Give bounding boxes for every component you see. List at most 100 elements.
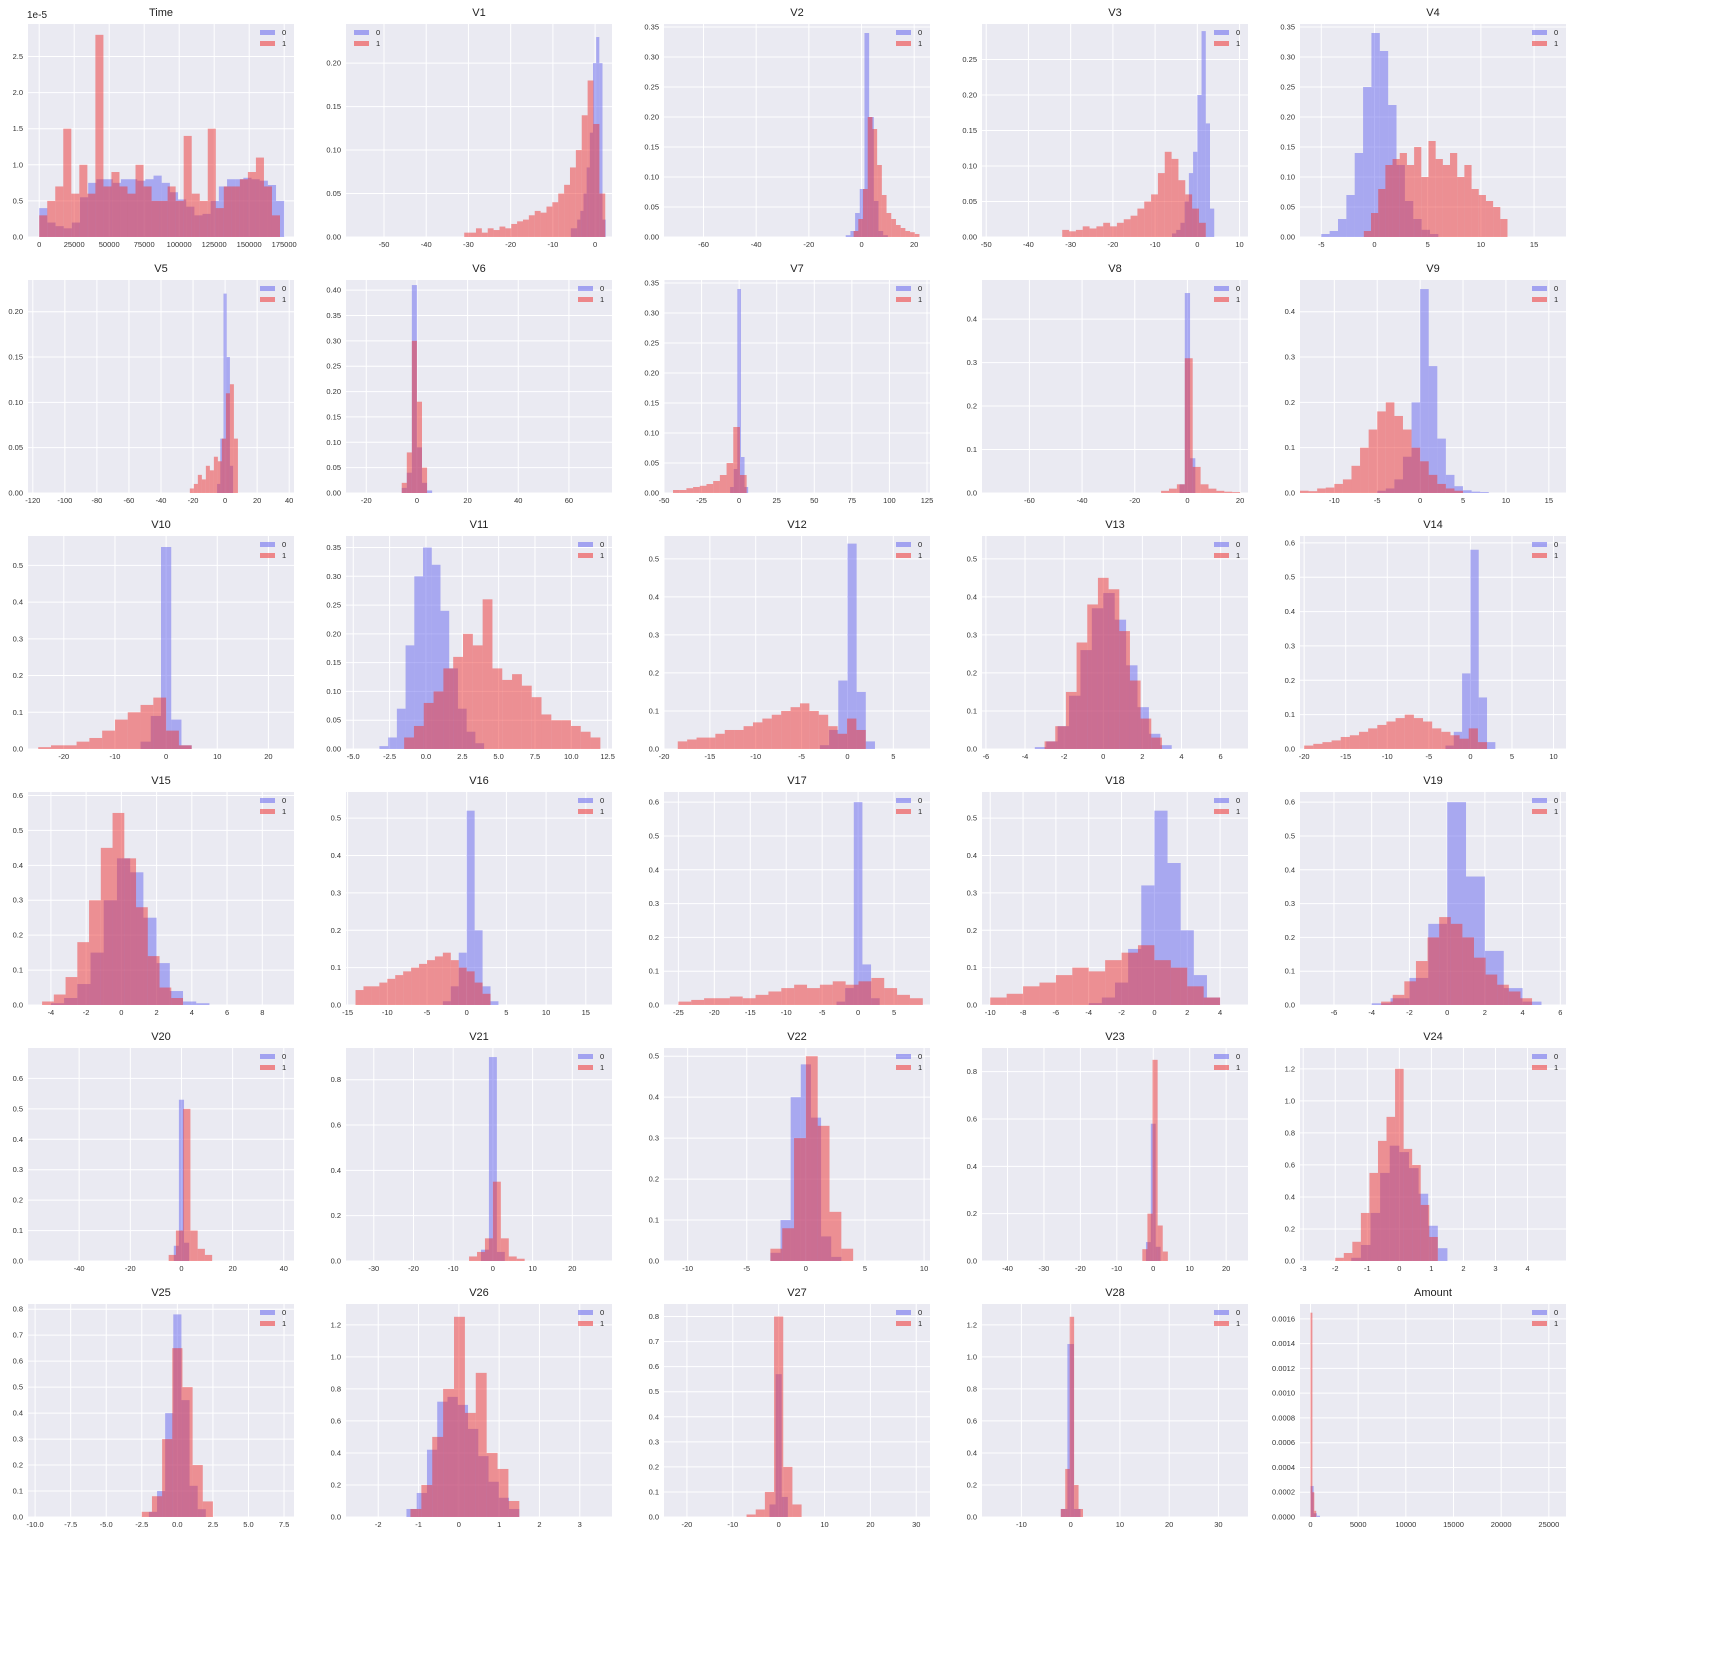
x-tick-label: -2.5 bbox=[135, 1520, 148, 1529]
y-tick-label: 0.4 bbox=[649, 865, 659, 874]
x-tick-label: 3 bbox=[578, 1520, 582, 1529]
axes-face bbox=[28, 1304, 294, 1517]
y-tick-label: 0.6 bbox=[967, 1115, 977, 1124]
x-tick-label: -25 bbox=[673, 1008, 684, 1017]
y-tick-label: 0.6 bbox=[649, 798, 659, 807]
bar-class-1 bbox=[1074, 1484, 1079, 1517]
x-tick-label: 2 bbox=[1483, 1008, 1487, 1017]
bar-class-1 bbox=[422, 467, 428, 493]
legend-swatch-1 bbox=[896, 1065, 911, 1070]
x-tick-label: -10 bbox=[985, 1008, 996, 1017]
x-tick-label: 0 bbox=[1195, 240, 1199, 249]
bar-class-1 bbox=[1072, 967, 1089, 1005]
bar-class-1 bbox=[561, 720, 571, 749]
y-tick-label: 0.15 bbox=[8, 353, 23, 362]
legend-swatch-1 bbox=[260, 1065, 275, 1070]
bar-class-1 bbox=[1314, 1510, 1317, 1517]
y-tick-label: 0.8 bbox=[13, 1305, 23, 1314]
x-tick-label: -20 bbox=[408, 1264, 419, 1273]
bar-class-1 bbox=[172, 1348, 183, 1517]
bar-class-1 bbox=[516, 1258, 525, 1261]
subplot-v12: -20 -15 -10 -5 0 5 0.0 0.1 0.2 0.3 0.4 0.5 V12 0 1 bbox=[636, 512, 954, 768]
legend: 01 bbox=[1214, 540, 1240, 560]
legend-label-1: 1 bbox=[600, 295, 604, 304]
bar-class-1 bbox=[192, 1465, 203, 1517]
legend-swatch-1 bbox=[1214, 297, 1229, 302]
bar-class-1 bbox=[199, 200, 208, 237]
bar-class-1 bbox=[225, 393, 230, 493]
x-tick-label: 8 bbox=[260, 1008, 264, 1017]
legend-label-0: 0 bbox=[1236, 28, 1240, 37]
y-tick-label: 0.2 bbox=[1285, 398, 1295, 407]
legend-swatch-1 bbox=[1214, 1321, 1229, 1326]
x-tick-label: 50 bbox=[810, 496, 818, 505]
bar-class-1 bbox=[828, 726, 838, 749]
bar-class-0 bbox=[1329, 231, 1338, 237]
y-tick-label: 0.4 bbox=[331, 851, 341, 860]
bar-class-1 bbox=[1178, 180, 1186, 237]
bar-class-1 bbox=[168, 1254, 176, 1261]
y-tick-label: 1.0 bbox=[1285, 1096, 1295, 1105]
legend: 01 bbox=[1532, 284, 1558, 304]
subplot-v13: -6 -4 -2 0 2 4 6 0.0 0.1 0.2 0.3 0.4 0.5 V13 0 1 bbox=[954, 512, 1272, 768]
x-tick-label: -10 bbox=[110, 752, 121, 761]
bar-class-1 bbox=[1340, 736, 1350, 749]
y-tick-label: 0.4 bbox=[967, 1448, 977, 1457]
bar-class-1 bbox=[1508, 991, 1521, 1005]
y-tick-label: 0.5 bbox=[13, 196, 23, 205]
x-tick-label: -30 bbox=[1039, 1264, 1050, 1273]
legend-label-0: 0 bbox=[376, 28, 380, 37]
legend-label-1: 1 bbox=[918, 1063, 922, 1072]
subplot-v26: -2 -1 0 1 2 3 0.0 0.2 0.4 0.6 0.8 1.0 1.2 V26 0 1 bbox=[318, 1280, 636, 1536]
y-tick-label: 1.0 bbox=[967, 1352, 977, 1361]
bar-class-1 bbox=[1331, 740, 1341, 749]
legend-swatch-0 bbox=[1532, 1310, 1547, 1315]
x-tick-label: -40 bbox=[74, 1264, 85, 1273]
bars bbox=[746, 1316, 802, 1517]
y-tick-label: 0.2 bbox=[13, 1196, 23, 1205]
y-tick-label: 0.4 bbox=[967, 851, 977, 860]
bar-class-1 bbox=[1411, 447, 1421, 493]
bar-class-1 bbox=[1039, 982, 1056, 1005]
y-tick-label: 0.0 bbox=[331, 1513, 341, 1522]
bar-class-1 bbox=[442, 952, 451, 1005]
bar-class-1 bbox=[1322, 742, 1332, 749]
bar-class-0 bbox=[396, 708, 406, 749]
bar-class-0 bbox=[1160, 745, 1172, 749]
subplot-svg: 0 25000 50000 75000 100000 125000 150000 175000… bbox=[13, 7, 297, 249]
y-tick-label: 0.1 bbox=[1285, 443, 1295, 452]
y-tick-label: 0.25 bbox=[644, 339, 659, 348]
bar-class-1 bbox=[1493, 207, 1501, 237]
y-tick-label: 0.2 bbox=[1285, 676, 1295, 685]
bar-class-0 bbox=[276, 200, 285, 237]
bar-class-1 bbox=[42, 1001, 54, 1005]
x-tick-label: 2 bbox=[537, 1520, 541, 1529]
bar-class-1 bbox=[79, 164, 88, 237]
bar-class-1 bbox=[410, 1508, 422, 1517]
bar-class-1 bbox=[508, 1500, 520, 1517]
x-tick-label: -3 bbox=[1300, 1264, 1307, 1273]
bar-class-1 bbox=[1313, 743, 1323, 749]
bar-class-1 bbox=[746, 1514, 756, 1517]
legend-swatch-0 bbox=[1532, 1054, 1547, 1059]
legend-swatch-0 bbox=[1214, 1054, 1229, 1059]
bar-class-1 bbox=[552, 202, 559, 237]
legend-label-1: 1 bbox=[1236, 551, 1240, 560]
bar-class-1 bbox=[1208, 488, 1217, 493]
legend-label-1: 1 bbox=[600, 1063, 604, 1072]
bar-class-0 bbox=[856, 691, 866, 749]
bar-class-1 bbox=[768, 991, 782, 1005]
bar-class-1 bbox=[65, 977, 78, 1005]
x-tick-label: -15 bbox=[704, 752, 715, 761]
bars bbox=[39, 34, 285, 237]
bar-class-1 bbox=[891, 219, 896, 237]
x-tick-label: 7.5 bbox=[530, 752, 540, 761]
x-tick-label: 0 bbox=[465, 1008, 469, 1017]
y-tick-label: 0.10 bbox=[326, 438, 341, 447]
bars bbox=[141, 1314, 213, 1517]
bar-class-1 bbox=[1435, 159, 1443, 237]
x-tick-label: -10 bbox=[382, 1008, 393, 1017]
bar-class-1 bbox=[1157, 173, 1165, 237]
subplot-title: V20 bbox=[151, 1031, 171, 1043]
x-tick-label: -20 bbox=[659, 752, 670, 761]
